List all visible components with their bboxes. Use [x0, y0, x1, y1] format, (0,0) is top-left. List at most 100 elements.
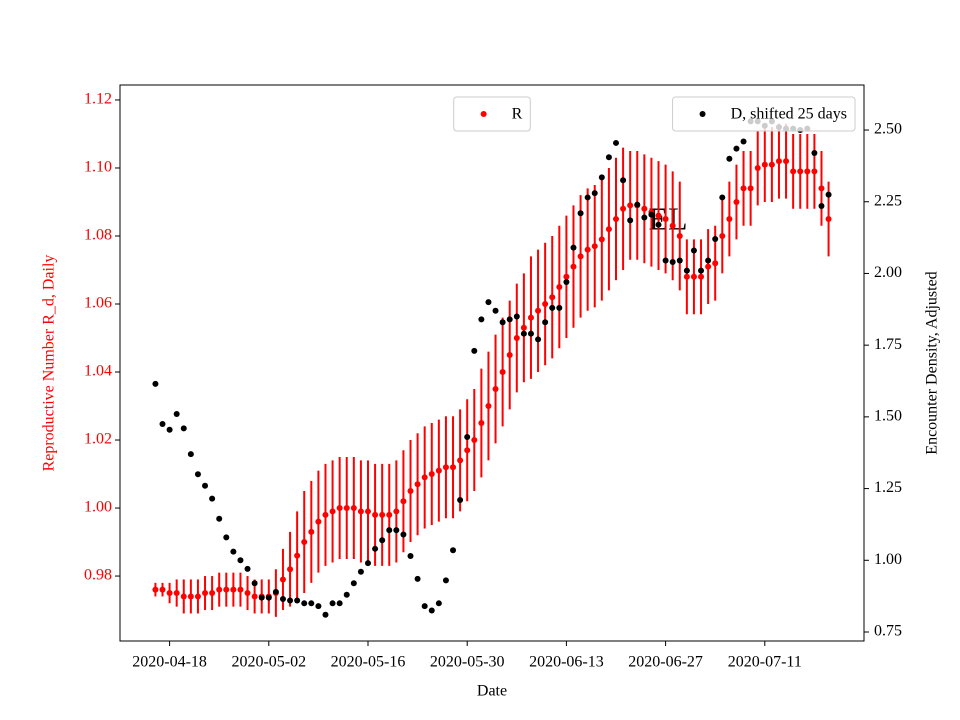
- point: [372, 545, 379, 552]
- point: [535, 336, 542, 343]
- point: [740, 185, 747, 192]
- point: [733, 145, 740, 152]
- point: [400, 531, 407, 538]
- point: [655, 221, 662, 228]
- point: [173, 410, 180, 417]
- point: [726, 155, 733, 162]
- point: [308, 600, 315, 607]
- point: [627, 202, 634, 209]
- point: [513, 335, 520, 342]
- point: [272, 588, 279, 595]
- point: [159, 586, 166, 593]
- point: [329, 600, 336, 607]
- point: [520, 330, 527, 337]
- point: [556, 304, 563, 311]
- point: [641, 205, 648, 212]
- legend: D, shifted 25 days: [672, 96, 856, 132]
- point: [641, 214, 648, 221]
- y2-axis-label: Encounter Density, Adjusted: [924, 271, 941, 454]
- point: [584, 194, 591, 201]
- point: [705, 263, 712, 270]
- y2-tick-label: 2.25: [874, 192, 902, 209]
- point: [584, 246, 591, 253]
- point: [634, 201, 641, 208]
- y-tick-label: 1.06: [84, 295, 112, 312]
- x-tick-label: 2020-06-13: [529, 654, 604, 671]
- point: [747, 185, 754, 192]
- y-tick-label: 1.12: [84, 91, 112, 108]
- point: [740, 138, 747, 145]
- point: [435, 467, 442, 474]
- point: [166, 590, 173, 597]
- y2-tick-label: 0.75: [874, 623, 902, 640]
- point: [237, 586, 244, 593]
- point: [265, 594, 272, 601]
- point: [336, 505, 343, 512]
- point: [683, 273, 690, 280]
- point: [244, 590, 251, 597]
- point: [251, 580, 258, 587]
- point: [152, 380, 159, 387]
- y-tick-label: 1.02: [84, 431, 112, 448]
- y2-tick-label: 1.00: [874, 551, 902, 568]
- point: [322, 611, 329, 618]
- y2-tick-label: 1.75: [874, 336, 902, 353]
- point: [421, 474, 428, 481]
- point: [506, 352, 513, 359]
- point: [520, 324, 527, 331]
- x-tick-label: 2020-07-11: [728, 654, 802, 671]
- point: [442, 577, 449, 584]
- legend-box: [672, 96, 856, 132]
- point: [336, 600, 343, 607]
- point: [414, 481, 421, 488]
- point: [620, 205, 627, 212]
- x-axis-label: Date: [477, 683, 507, 700]
- point: [549, 294, 556, 301]
- legend-label: R: [512, 106, 523, 123]
- point: [506, 316, 513, 323]
- point: [712, 260, 719, 267]
- point: [719, 194, 726, 201]
- point: [287, 597, 294, 604]
- point: [662, 257, 669, 264]
- point: [811, 168, 818, 175]
- point: [209, 495, 216, 502]
- point: [513, 313, 520, 320]
- point: [279, 576, 286, 583]
- point: [563, 273, 570, 280]
- point: [825, 191, 832, 198]
- point: [492, 386, 499, 393]
- legend: R: [453, 96, 531, 132]
- point: [393, 508, 400, 515]
- x-tick-label: 2020-04-18: [132, 654, 207, 671]
- x-tick-label: 2020-05-16: [331, 654, 406, 671]
- series: [152, 123, 832, 617]
- point: [244, 565, 251, 572]
- point: [726, 215, 733, 222]
- y-axis-label: Reproductive Number R_d, Daily: [41, 255, 58, 472]
- point: [372, 511, 379, 518]
- point: [223, 534, 230, 541]
- point: [485, 299, 492, 306]
- point: [407, 488, 414, 495]
- point: [818, 185, 825, 192]
- point: [535, 307, 542, 314]
- point: [768, 161, 775, 168]
- point: [152, 586, 159, 593]
- point: [258, 594, 265, 601]
- point: [450, 547, 457, 554]
- point: [719, 232, 726, 239]
- y2-tick-label: 2.00: [874, 264, 902, 281]
- point: [365, 508, 371, 515]
- point: [187, 451, 194, 458]
- point: [230, 548, 237, 555]
- point: [386, 511, 393, 518]
- point: [400, 498, 407, 505]
- point: [754, 164, 761, 171]
- point: [159, 421, 166, 428]
- point: [202, 482, 209, 489]
- point: [457, 457, 464, 464]
- point: [662, 215, 669, 222]
- point: [350, 505, 357, 512]
- point: [613, 139, 619, 146]
